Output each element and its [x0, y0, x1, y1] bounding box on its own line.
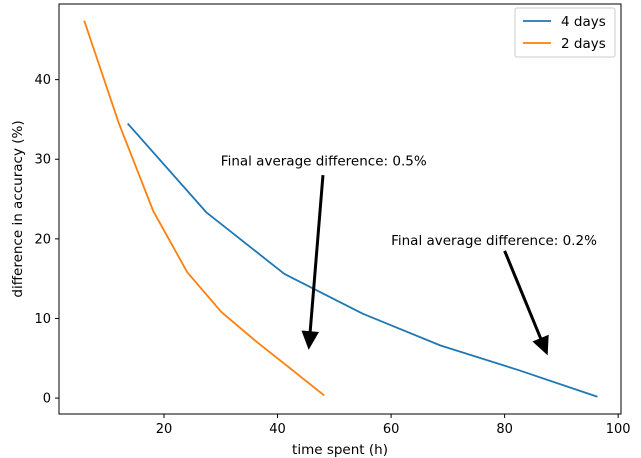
annotation-text-2: Final average difference: 0.2% — [391, 233, 597, 249]
x-axis: 20 40 60 80 100 — [156, 414, 631, 437]
y-tick-label: 0 — [43, 392, 51, 407]
y-axis-label: difference in accuracy (%) — [10, 120, 26, 297]
x-tick-label: 100 — [606, 422, 631, 437]
y-tick-label: 10 — [34, 312, 51, 327]
annotation-arrow-head-1 — [301, 330, 319, 350]
annotation-arrow-shaft-2 — [503, 250, 543, 340]
legend: 4 days 2 days — [514, 7, 616, 58]
legend-label-1: 4 days — [561, 14, 606, 30]
annotations: Final average difference: 0.5% Final aver… — [221, 154, 597, 356]
x-axis-label: time spent (h) — [292, 442, 388, 458]
y-tick-label: 40 — [34, 73, 51, 88]
x-tick-label: 40 — [269, 422, 286, 437]
series-line-2 — [83, 20, 325, 397]
y-tick-label: 30 — [34, 153, 51, 168]
annotation-text-1: Final average difference: 0.5% — [221, 154, 427, 170]
series-line-1 — [127, 122, 598, 398]
axes-frame — [58, 3, 622, 415]
y-tick-label: 20 — [34, 232, 51, 247]
annotation-arrow-shaft-1 — [308, 175, 325, 332]
legend-label-2: 2 days — [561, 36, 606, 52]
plot-area — [83, 20, 598, 398]
y-axis: 0 10 20 30 40 — [34, 73, 59, 407]
x-tick-label: 20 — [156, 422, 173, 437]
x-tick-label: 60 — [383, 422, 400, 437]
annotation-arrow-head-2 — [532, 334, 549, 356]
x-tick-label: 80 — [496, 422, 513, 437]
legend-items: 4 days 2 days — [523, 14, 606, 52]
